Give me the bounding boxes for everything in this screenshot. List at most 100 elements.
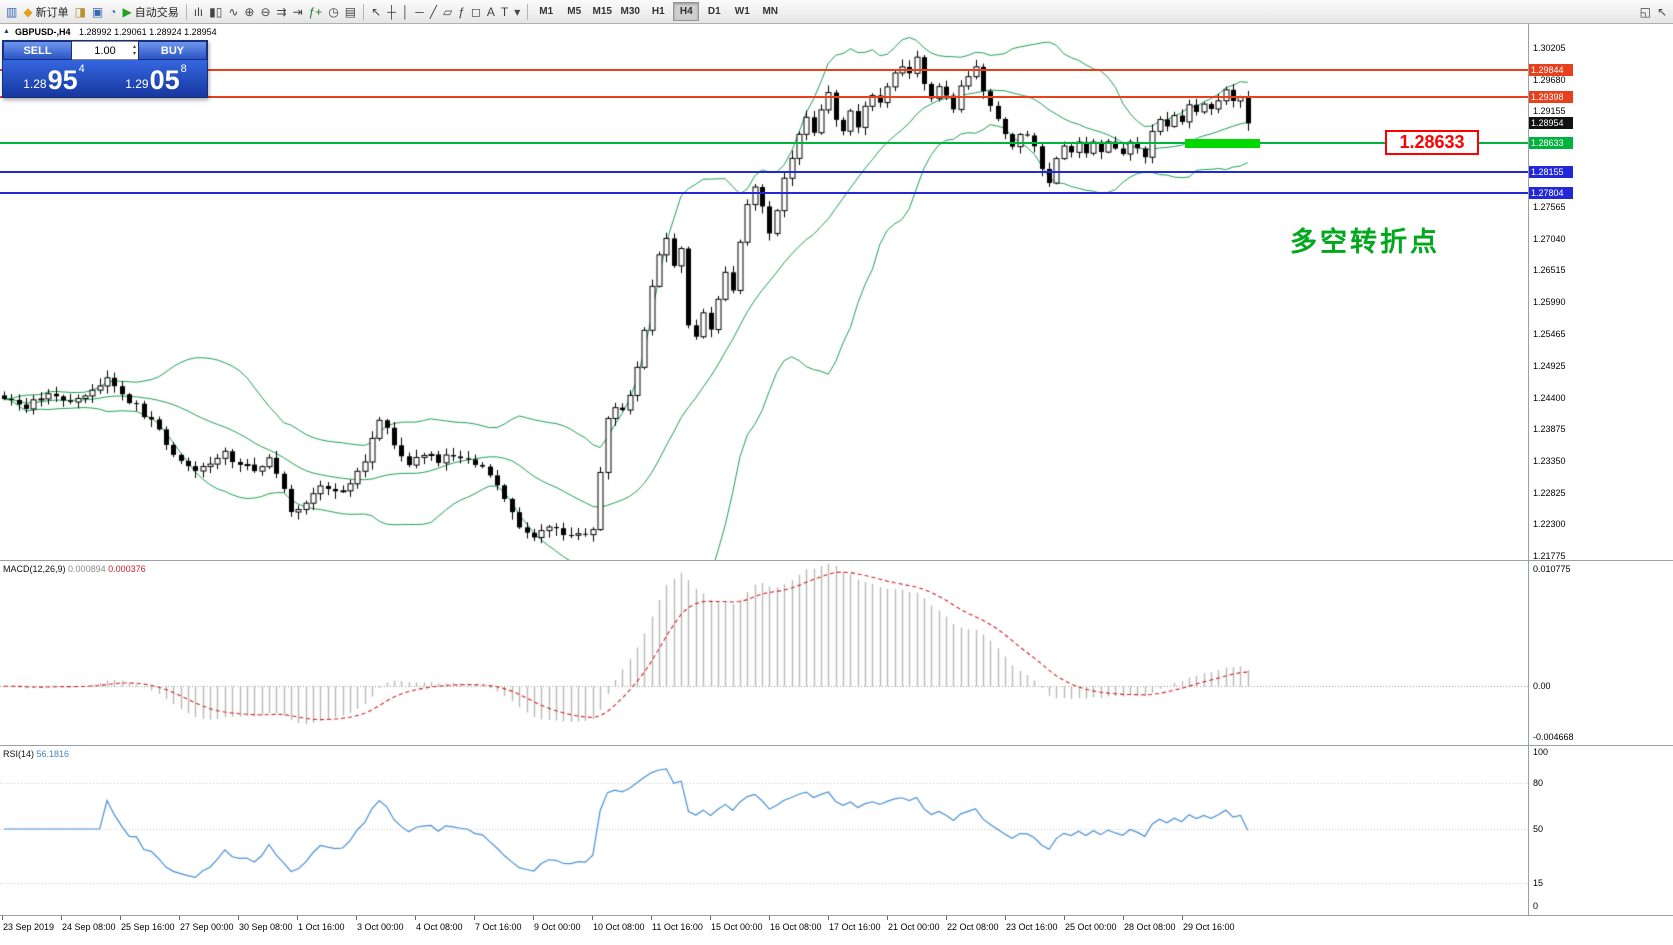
volume-spin-up-icon[interactable]: ▴ [132,44,136,50]
text-label-icon: T [500,4,509,19]
price-scale-label: 1.23875 [1533,424,1566,435]
macd-signal-value: 0.000376 [108,564,146,574]
vertical-line-button[interactable]: │ [399,1,413,22]
text-icon: A [486,4,495,19]
horizontal-line-1.29398[interactable] [0,95,1528,98]
timeframe-m15-button[interactable]: M15 [592,6,612,17]
rsi-scale-label: 80 [1533,777,1544,788]
buy-price[interactable]: 1.29 05 8 [105,60,207,97]
horizontal-line-1.27804[interactable] [0,191,1528,194]
time-axis-tick [1064,916,1065,920]
time-axis-tick [1005,916,1006,920]
time-axis-label: 23 Sep 2019 [3,922,55,932]
price-tag-1.29844: 1.29844 [1529,63,1573,76]
price-scale-label: 1.22825 [1533,487,1566,498]
chart-shift-button[interactable]: ⇥ [290,1,306,22]
indicators-button[interactable]: ƒ+ [306,1,326,22]
trendline-icon: ╱ [429,4,437,19]
macd-indicator-label: MACD(12,26,9) 0.000894 0.000376 [3,564,146,574]
line-chart-icon: ∿ [228,4,239,19]
price-scale-label: 1.29155 [1533,106,1566,117]
macd-indicator-canvas[interactable] [0,561,1528,745]
buy-price-prefix: 1.29 [125,77,149,91]
timeframe-h1-button[interactable]: H1 [651,6,665,17]
timeframe-d1-button[interactable]: D1 [707,6,721,17]
shapes-button[interactable]: ◻ [468,1,484,22]
trendline-button[interactable]: ╱ [427,1,440,22]
panel-divider[interactable] [0,915,1673,916]
timeframe-m30-button[interactable]: M30 [620,6,640,17]
macd-scale-label: 0.00 [1533,681,1551,692]
zoom-out-button[interactable]: ⊖ [257,1,273,22]
time-axis-label: 25 Oct 00:00 [1065,922,1117,932]
new-chart-button[interactable]: ▥ [3,1,20,22]
cursor-button[interactable]: ↖ [368,1,384,22]
price-scale-label: 1.21775 [1533,550,1566,561]
volume-spinner[interactable]: ▴ ▾ [133,44,136,58]
price-scale-label: 1.22300 [1533,519,1566,530]
bar-chart-button[interactable]: ılı [191,1,206,22]
zoom-in-button[interactable]: ⊕ [241,1,257,22]
sell-price[interactable]: 1.28 95 4 [3,60,105,97]
volume-spin-down-icon[interactable]: ▾ [132,51,136,57]
rsi-indicator-label: RSI(14) 56.1816 [3,749,69,759]
trade-panel-collapse-arrow[interactable]: ▲ [3,28,10,35]
autotrade-label: 自动交易 [134,6,179,19]
time-axis-tick [356,916,357,920]
price-scale[interactable] [1529,24,1673,916]
panel-divider[interactable] [0,745,1673,746]
price-callout-label[interactable]: 1.28633 [1385,129,1479,155]
templates-icon: ▤ [344,4,357,19]
arrows-button[interactable]: ▾ [511,1,523,22]
time-axis-label: 17 Oct 16:00 [829,922,881,932]
horizontal-line-1.28155[interactable] [0,170,1528,173]
time-axis-tick [415,916,416,920]
new-order-button[interactable]: ◆ 新订单 [20,1,71,22]
time-axis-label: 24 Sep 08:00 [62,922,116,932]
market-watch-button[interactable]: ◨ [72,1,89,22]
volume-input[interactable]: 1.00 ▴ ▾ [72,41,138,60]
time-axis-label: 15 Oct 00:00 [711,922,763,932]
fibonacci-button[interactable]: ƒ [455,1,468,22]
chart-annotation-text[interactable]: 多空转折点 [1290,227,1440,257]
timeframe-m5-button[interactable]: M5 [567,6,582,17]
fibonacci-icon: ƒ [458,4,465,19]
time-scale[interactable]: 23 Sep 2019 24 Sep 08:00 25 Sep 16:00 27 Se… [0,916,1673,945]
layout-button[interactable]: ◱ [1637,1,1654,22]
timeframe-h4-button[interactable]: H4 [673,2,700,21]
text-label-button[interactable]: T [498,1,511,22]
line-chart-button[interactable]: ∿ [225,1,241,22]
pointer-button[interactable]: ↖ [1654,1,1670,22]
periods-button[interactable]: ◷ [325,1,341,22]
text-button[interactable]: A [484,1,498,22]
templates-button[interactable]: ▤ [342,1,359,22]
time-axis-label: 28 Oct 08:00 [1124,922,1176,932]
candle-chart-button[interactable]: ▮▯ [206,1,225,22]
rsi-indicator-canvas[interactable] [0,746,1528,915]
horizontal-line-1.29844[interactable] [0,68,1528,71]
timeframe-mn-button[interactable]: MN [762,6,779,17]
sell-button[interactable]: SELL [3,41,72,60]
crosshair-button[interactable]: ┼ [384,1,399,22]
time-axis-label: 1 Oct 16:00 [298,922,345,932]
buy-price-pips: 05 [149,65,180,95]
navigator-button[interactable]: ◔ [106,1,119,22]
buy-price-frac: 8 [180,63,187,75]
price-scale-label: 1.27565 [1533,202,1566,213]
main-chart-canvas[interactable] [0,24,1528,560]
channel-button[interactable]: ▱ [440,1,455,22]
autotrade-button[interactable]: ▶ 自动交易 [120,1,182,22]
buy-button[interactable]: BUY [138,41,207,60]
macd-name: MACD(12,26,9) [3,564,66,574]
highlight-rectangle[interactable] [1185,138,1260,148]
panel-divider[interactable] [0,560,1673,561]
timeframe-m1-button[interactable]: M1 [539,6,554,17]
macd-scale-label: -0.004668 [1533,732,1574,742]
horizontal-line-1.28633[interactable] [0,141,1528,144]
auto-scroll-button[interactable]: ⇉ [274,1,290,22]
data-window-button[interactable]: ▣ [89,1,106,22]
sell-price-pips: 95 [47,65,78,95]
horizontal-line-button[interactable]: ─ [412,1,427,22]
timeframe-w1-button[interactable]: W1 [734,6,750,17]
